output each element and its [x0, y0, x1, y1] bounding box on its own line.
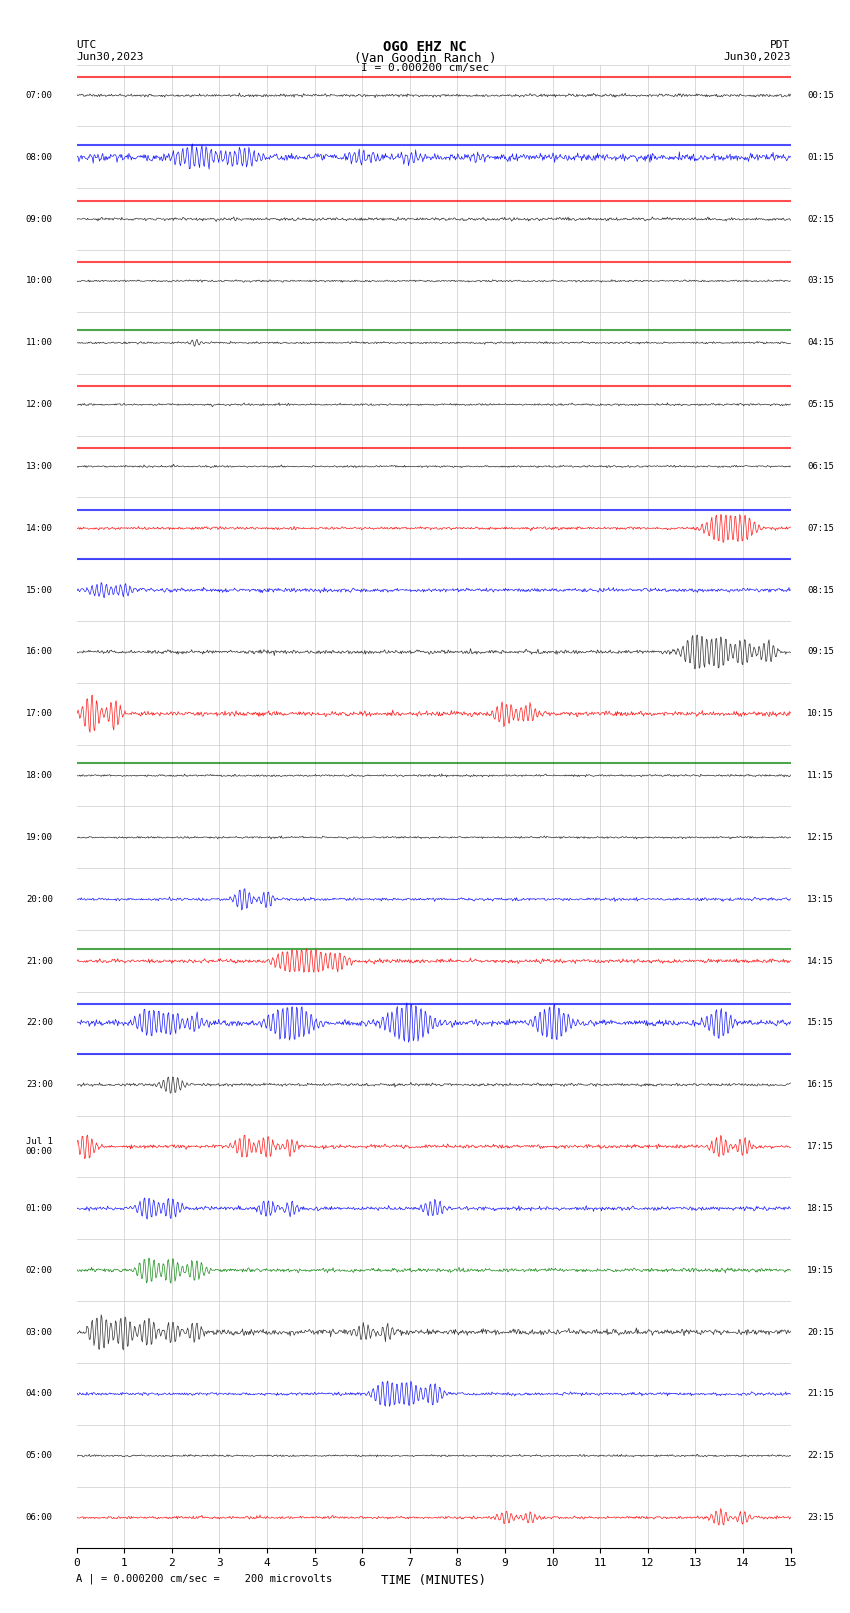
Text: (Van Goodin Ranch ): (Van Goodin Ranch )	[354, 52, 496, 65]
Text: 21:00: 21:00	[26, 957, 53, 966]
Text: 12:15: 12:15	[808, 832, 834, 842]
Text: 07:15: 07:15	[808, 524, 834, 532]
Text: 02:15: 02:15	[808, 215, 834, 224]
Text: 08:15: 08:15	[808, 586, 834, 595]
Text: 20:00: 20:00	[26, 895, 53, 903]
Text: 02:00: 02:00	[26, 1266, 53, 1274]
Text: 11:00: 11:00	[26, 339, 53, 347]
Text: 14:15: 14:15	[808, 957, 834, 966]
Text: 21:15: 21:15	[808, 1389, 834, 1398]
Text: 05:15: 05:15	[808, 400, 834, 410]
Text: 16:00: 16:00	[26, 647, 53, 656]
Text: 14:00: 14:00	[26, 524, 53, 532]
Text: 18:15: 18:15	[808, 1203, 834, 1213]
Text: 22:15: 22:15	[808, 1452, 834, 1460]
Text: 12:00: 12:00	[26, 400, 53, 410]
Text: 23:00: 23:00	[26, 1081, 53, 1089]
Text: 06:00: 06:00	[26, 1513, 53, 1523]
Text: 18:00: 18:00	[26, 771, 53, 781]
Text: 09:00: 09:00	[26, 215, 53, 224]
Text: 17:00: 17:00	[26, 710, 53, 718]
Text: 19:15: 19:15	[808, 1266, 834, 1274]
Text: 03:00: 03:00	[26, 1327, 53, 1337]
Text: 05:00: 05:00	[26, 1452, 53, 1460]
Text: 15:15: 15:15	[808, 1018, 834, 1027]
X-axis label: TIME (MINUTES): TIME (MINUTES)	[381, 1574, 486, 1587]
Text: 20:15: 20:15	[808, 1327, 834, 1337]
Text: 07:00: 07:00	[26, 90, 53, 100]
Text: 10:15: 10:15	[808, 710, 834, 718]
Text: 06:15: 06:15	[808, 461, 834, 471]
Text: UTC: UTC	[76, 40, 97, 50]
Text: A | = 0.000200 cm/sec =    200 microvolts: A | = 0.000200 cm/sec = 200 microvolts	[76, 1573, 332, 1584]
Text: 13:00: 13:00	[26, 461, 53, 471]
Text: 19:00: 19:00	[26, 832, 53, 842]
Text: 15:00: 15:00	[26, 586, 53, 595]
Text: 08:00: 08:00	[26, 153, 53, 161]
Text: 01:15: 01:15	[808, 153, 834, 161]
Text: 09:15: 09:15	[808, 647, 834, 656]
Text: Jun30,2023: Jun30,2023	[76, 52, 144, 61]
Text: PDT: PDT	[770, 40, 790, 50]
Text: Jul 1
00:00: Jul 1 00:00	[26, 1137, 53, 1157]
Text: I = 0.000200 cm/sec: I = 0.000200 cm/sec	[361, 63, 489, 73]
Text: Jun30,2023: Jun30,2023	[723, 52, 791, 61]
Text: 00:15: 00:15	[808, 90, 834, 100]
Text: 01:00: 01:00	[26, 1203, 53, 1213]
Text: 16:15: 16:15	[808, 1081, 834, 1089]
Text: 10:00: 10:00	[26, 276, 53, 286]
Text: 11:15: 11:15	[808, 771, 834, 781]
Text: 04:00: 04:00	[26, 1389, 53, 1398]
Text: 23:15: 23:15	[808, 1513, 834, 1523]
Text: 04:15: 04:15	[808, 339, 834, 347]
Text: 22:00: 22:00	[26, 1018, 53, 1027]
Text: 13:15: 13:15	[808, 895, 834, 903]
Text: 17:15: 17:15	[808, 1142, 834, 1152]
Text: OGO EHZ NC: OGO EHZ NC	[383, 40, 467, 55]
Text: 03:15: 03:15	[808, 276, 834, 286]
